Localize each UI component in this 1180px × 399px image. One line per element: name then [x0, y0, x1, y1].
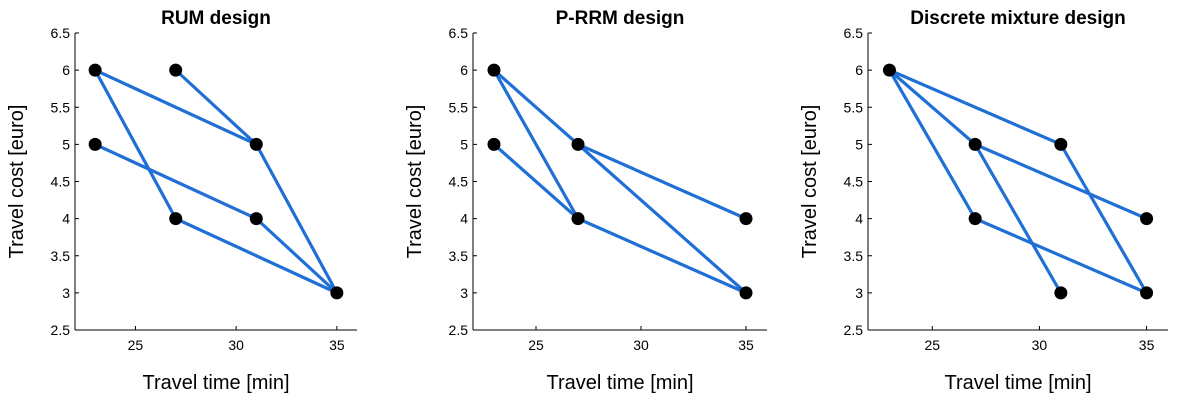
y-tick-label: 5.5 [51, 99, 71, 115]
y-tick-label: 4.5 [51, 174, 71, 190]
data-point [1054, 286, 1068, 300]
data-point [739, 286, 753, 300]
chart-panel-prrm: P-RRM design Travel time [min] Travel co… [404, 8, 767, 394]
data-point [88, 63, 102, 77]
series-line-segment [887, 68, 977, 221]
x-tick-label: 35 [329, 337, 345, 353]
y-axis-label: Travel cost [euro] [799, 105, 821, 259]
chart-panel-discrete-mixture: Discrete mixture design Travel time [min… [799, 8, 1168, 394]
y-tick-label: 6 [460, 62, 468, 78]
x-tick-label: 25 [528, 337, 544, 353]
y-tick-label: 5 [62, 136, 70, 152]
y-tick-label: 2.5 [844, 322, 864, 338]
series-line-segment [174, 68, 258, 146]
series-line-segment [492, 68, 580, 221]
y-tick-label: 2.5 [449, 322, 469, 338]
y-tick-label: 5 [855, 136, 863, 152]
series-line-segment [973, 142, 1149, 221]
data-point [169, 63, 183, 77]
data-point [571, 212, 585, 226]
chart-title: P-RRM design [556, 8, 685, 29]
y-tick-label: 6 [62, 62, 70, 78]
y-tick-label: 3.5 [449, 248, 469, 264]
x-axis-label: Travel time [min] [142, 372, 289, 394]
x-tick-label: 30 [228, 337, 244, 353]
x-tick-label: 30 [633, 337, 649, 353]
x-axis-label: Travel time [min] [546, 372, 693, 394]
y-tick-label: 3 [460, 285, 468, 301]
data-point [571, 137, 585, 151]
data-point [739, 212, 753, 226]
y-tick-label: 6.5 [844, 25, 864, 41]
x-tick-label: 25 [924, 337, 940, 353]
y-tick-label: 5 [460, 136, 468, 152]
y-axis-label: Travel cost [euro] [6, 105, 28, 259]
data-point [882, 63, 896, 77]
data-point [249, 212, 263, 226]
data-point [330, 286, 344, 300]
series-line-segment [973, 142, 1063, 295]
chart-title: Discrete mixture design [910, 8, 1125, 29]
series-line-segment [93, 68, 258, 146]
series-line-segment [93, 142, 258, 221]
data-point [968, 137, 982, 151]
y-tick-label: 4 [62, 211, 70, 227]
data-point [968, 212, 982, 226]
y-tick-label: 6 [855, 62, 863, 78]
chart-title: RUM design [161, 8, 271, 29]
y-tick-label: 3.5 [51, 248, 71, 264]
x-axis-label: Travel time [min] [944, 372, 1091, 394]
series-line-segment [93, 68, 178, 221]
series-line-segment [973, 217, 1149, 295]
data-point [1140, 286, 1154, 300]
x-tick-label: 30 [1032, 337, 1048, 353]
y-tick-label: 4.5 [449, 174, 469, 190]
y-tick-label: 6.5 [449, 25, 469, 41]
x-tick-label: 35 [738, 337, 754, 353]
series-line-segment [576, 142, 748, 221]
y-axis-label: Travel cost [euro] [404, 105, 426, 259]
series-line-segment [1059, 142, 1149, 295]
y-tick-label: 4.5 [844, 174, 864, 190]
chart-panel-rum: RUM design Travel time [min] Travel cost… [6, 8, 357, 394]
y-tick-label: 5.5 [449, 99, 469, 115]
data-point [1140, 212, 1154, 226]
x-tick-label: 25 [128, 337, 144, 353]
data-point [88, 137, 102, 151]
data-point [249, 137, 263, 151]
y-tick-label: 3 [855, 285, 863, 301]
series-line-segment [576, 142, 748, 295]
y-tick-label: 3 [62, 285, 70, 301]
y-tick-label: 4 [855, 211, 863, 227]
series-line-segment [492, 142, 580, 221]
series-line-segment [254, 142, 339, 295]
data-point [487, 63, 501, 77]
y-tick-label: 5.5 [844, 99, 864, 115]
data-point [169, 212, 183, 226]
series-line-segment [254, 217, 339, 295]
y-tick-label: 6.5 [51, 25, 71, 41]
series-line-segment [576, 217, 748, 295]
y-tick-label: 2.5 [51, 322, 71, 338]
y-tick-label: 4 [460, 211, 468, 227]
series-line-segment [887, 68, 1063, 146]
series-line-segment [887, 68, 977, 146]
data-point [1054, 137, 1068, 151]
series-line-segment [174, 217, 339, 295]
data-point [487, 137, 501, 151]
x-tick-label: 35 [1139, 337, 1155, 353]
series-line-segment [492, 68, 580, 146]
y-tick-label: 3.5 [844, 248, 864, 264]
